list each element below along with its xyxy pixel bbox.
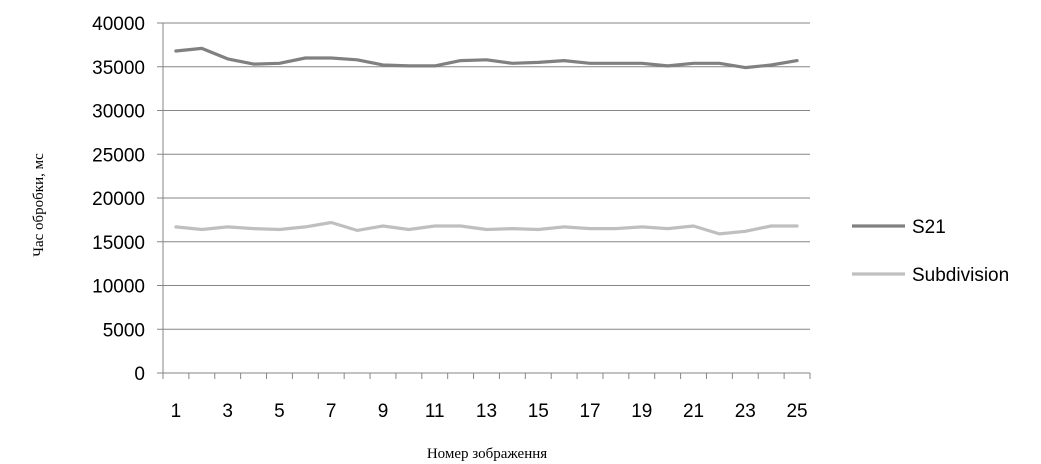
y-tick-label: 20000 [92, 189, 145, 210]
series-line-s21 [174, 46, 799, 70]
x-axis-title: Номер зображення [427, 446, 547, 462]
gridlines [163, 22, 810, 330]
legend-label-subdivision: Subdivision [912, 265, 1009, 286]
x-tick-label: 17 [579, 401, 600, 422]
x-tick-label: 21 [683, 401, 704, 422]
y-tick-label: 40000 [92, 14, 145, 35]
x-tick-label: 1 [171, 401, 182, 422]
x-tick-label: 5 [274, 401, 285, 422]
y-tick-label: 30000 [92, 102, 145, 123]
legend-label-s21: S21 [912, 217, 946, 238]
x-tick-label: 25 [786, 401, 807, 422]
x-tick-label: 3 [222, 401, 233, 422]
y-tick-label: 25000 [92, 145, 145, 166]
series-line-subdivision [174, 220, 799, 236]
y-tick-label: 5000 [103, 320, 145, 341]
x-tick-label: 9 [378, 401, 389, 422]
x-tick-label: 13 [476, 401, 497, 422]
x-tick-label: 11 [425, 401, 445, 422]
legend: S21 Subdivision [852, 217, 1009, 286]
x-tick-label: 7 [326, 401, 337, 422]
y-tick-label: 35000 [92, 58, 145, 79]
axes [157, 22, 811, 379]
y-tick-label: 10000 [92, 277, 145, 298]
y-tick-label: 15000 [92, 233, 145, 254]
x-tick-label: 23 [735, 401, 756, 422]
y-axis-title: Час обробки, мс [31, 153, 47, 257]
series-lines [174, 46, 799, 236]
x-tick-label: 15 [528, 401, 549, 422]
x-tick-label: 19 [631, 401, 652, 422]
y-tick-label: 0 [134, 364, 145, 385]
x-tick-labels: 1 3 5 7 9 11 13 15 17 19 21 23 25 [171, 401, 808, 422]
y-tick-labels: 0 5000 10000 15000 20000 25000 30000 35000 40000 [92, 14, 145, 385]
